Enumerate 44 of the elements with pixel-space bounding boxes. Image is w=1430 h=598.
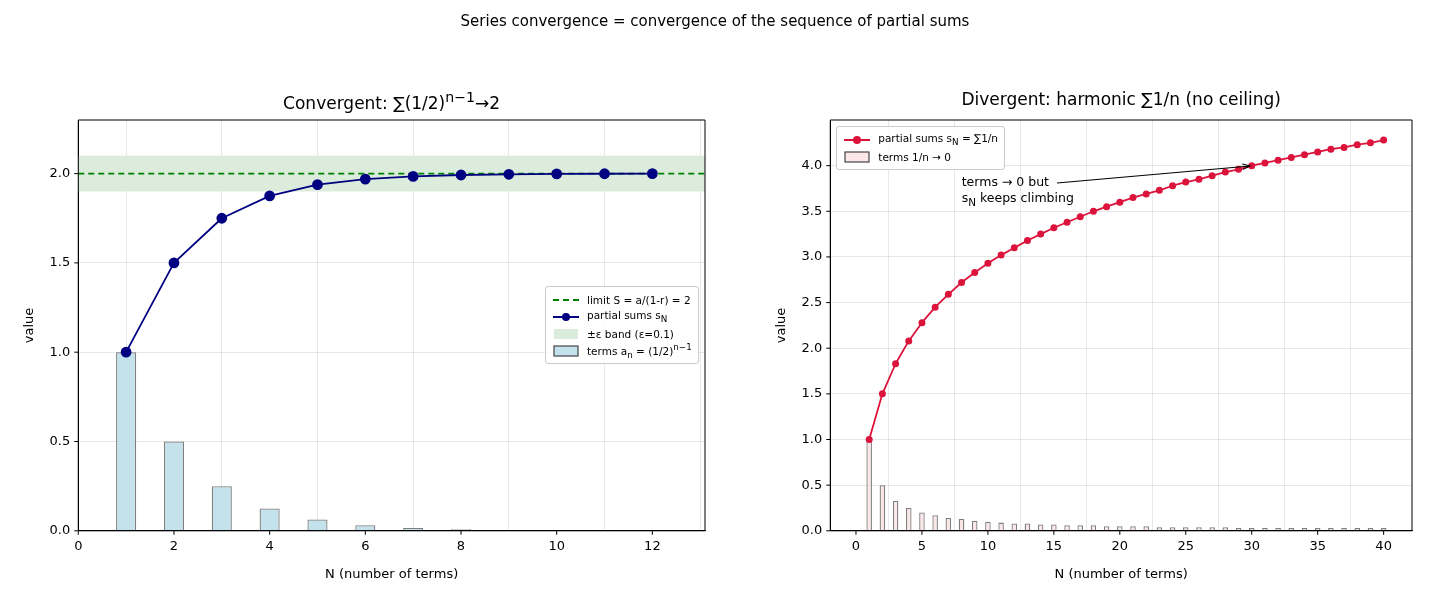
y-tick-label: 0.0 (49, 522, 71, 538)
x-tick-label: 0 (74, 537, 83, 553)
y-tick-label: 2.0 (801, 339, 823, 355)
x-tick-label: 30 (1243, 537, 1260, 553)
y-tick-label: 2.0 (49, 164, 71, 180)
y-tick-label: 3.5 (801, 202, 823, 218)
y-tick-label: 0.0 (801, 522, 823, 538)
y-tick-label: 1.5 (49, 254, 71, 270)
x-tick-label: 8 (456, 537, 466, 553)
annotation: terms → 0 but s$_{N}$ keeps climbing (961, 173, 1074, 210)
x-tick-label: 40 (1375, 537, 1392, 553)
x-tick-label: 35 (1309, 537, 1326, 553)
x-tick-label: 12 (644, 537, 661, 553)
legend-label: partial sums s$_{N}$ (587, 309, 668, 325)
y-tick-label: 2.5 (801, 293, 823, 309)
x-axis-title: N (number of terms) (1054, 565, 1188, 581)
y-tick-label: 1.0 (801, 430, 823, 446)
x-tick-label: 4 (265, 537, 274, 553)
chart-title: Divergent: harmonic ∑1/n (no ceiling) (961, 89, 1281, 109)
y-tick-label: 3.0 (801, 248, 823, 264)
y-tick-label: 0.5 (801, 476, 823, 492)
legend-label: terms a$_{n}$ = (1/2)$^{n−1}$ (587, 342, 692, 360)
legend-label: partial sums s$_{N}$ = ∑1/n (878, 131, 999, 148)
chart-title: Convergent: ∑(1/2)$^{n−1}$→2 (283, 89, 501, 113)
x-tick-label: 0 (851, 537, 861, 553)
x-tick-label: 6 (361, 537, 370, 553)
y-tick-label: 1.0 (49, 343, 71, 359)
legend-label: terms 1/n → 0 (878, 150, 952, 163)
y-axis-title: value (21, 307, 37, 344)
x-tick-label: 15 (1045, 537, 1063, 553)
x-axis-title: N (number of terms) (325, 565, 459, 581)
y-tick-label: 0.5 (49, 432, 71, 448)
legend-label: ±ε band (ε=0.1) (587, 327, 674, 340)
x-tick-label: 10 (979, 537, 997, 553)
y-tick-label: 1.5 (801, 385, 823, 401)
legend-label: limit S = a/(1-r) = 2 (587, 293, 691, 306)
x-tick-label: 2 (169, 537, 179, 553)
x-tick-label: 20 (1111, 537, 1129, 553)
x-tick-label: 25 (1177, 537, 1195, 553)
x-tick-label: 5 (917, 537, 927, 553)
text: Series convergence = convergence of the sequence of partial sums (459, 12, 971, 30)
x-tick-label: 10 (548, 537, 565, 553)
y-tick-label: 4.0 (801, 157, 823, 173)
y-axis-title: value (773, 307, 789, 344)
